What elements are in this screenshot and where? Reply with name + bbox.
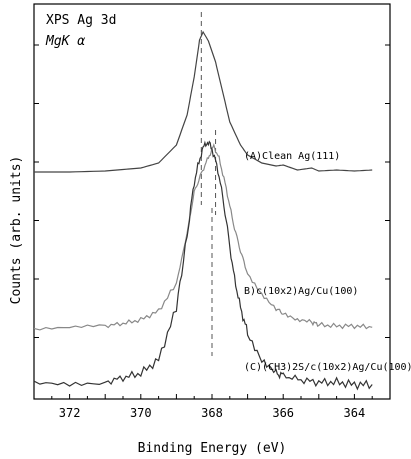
- x-tick-label: 368: [201, 406, 223, 420]
- chart-subtitle: MgK α: [45, 34, 85, 49]
- x-axis-label: Binding Energy (eV): [138, 441, 287, 456]
- x-tick-label: 366: [272, 406, 294, 420]
- series-label-3: (C)(CH3)2S/c(10x2)Ag/Cu(100): [244, 362, 411, 373]
- plot-area-border: [33, 3, 391, 400]
- series-line-1: [34, 30, 373, 173]
- chart-title: XPS Ag 3d: [46, 13, 116, 28]
- series-labels: (A)Clean Ag(111) B)c(10x2)Ag/Cu(100) (C)(C…: [244, 151, 411, 373]
- reference-lines: [200, 12, 217, 356]
- series-label-2: B)c(10x2)Ag/Cu(100): [244, 286, 358, 297]
- series-lines: [33, 30, 373, 391]
- series-label-1: (A)Clean Ag(111): [244, 151, 340, 162]
- y-axis-label: Counts (arb. units): [9, 156, 24, 305]
- x-tick-label: 370: [130, 406, 152, 420]
- plot-frame: [33, 3, 391, 400]
- series-line-3: [33, 140, 373, 391]
- y-ticks: [34, 44, 390, 338]
- x-ticks: 372 370 368 366 364: [33, 394, 391, 420]
- series-line-2: [33, 142, 373, 331]
- x-tick-label: 372: [59, 406, 81, 420]
- x-tick-label: 364: [344, 406, 366, 420]
